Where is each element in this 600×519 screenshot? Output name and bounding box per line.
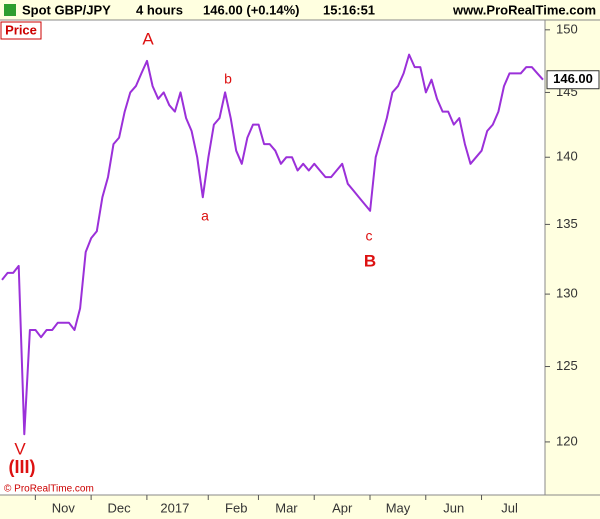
x-tick-label: Jun xyxy=(443,500,464,515)
copyright: © ProRealTime.com xyxy=(4,484,94,495)
quote: 146.00 (+0.14%) xyxy=(203,2,299,17)
price-line xyxy=(1,53,544,436)
x-tick-label: Nov xyxy=(52,500,76,515)
y-tick-label: 150 xyxy=(556,21,578,36)
x-tick-label: Dec xyxy=(108,500,132,515)
panel-label-box xyxy=(0,21,42,40)
x-tick-label: 2017 xyxy=(160,500,189,515)
x-tick-label: Jul xyxy=(501,500,518,515)
time: 15:16:51 xyxy=(323,2,375,17)
timeframe: 4 hours xyxy=(136,2,183,17)
panel-label: Price xyxy=(5,22,37,37)
wave-label: b xyxy=(224,71,232,87)
header-bar xyxy=(0,0,600,20)
wave-label: A xyxy=(142,29,154,48)
y-tick-label: 140 xyxy=(556,149,578,164)
icon xyxy=(4,4,16,16)
last-price-label: 146.00 xyxy=(553,71,593,86)
x-tick-label: Apr xyxy=(332,500,353,515)
y-tick-label: 125 xyxy=(556,358,578,373)
y-tick-label: 130 xyxy=(556,286,578,301)
x-tick-label: Mar xyxy=(275,500,298,515)
symbol: Spot GBP/JPY xyxy=(22,2,111,17)
x-tick-label: May xyxy=(386,500,411,515)
wave-label: a xyxy=(201,208,209,224)
wave-label: B xyxy=(364,251,376,270)
wave-label: c xyxy=(366,228,373,244)
y-axis-panel xyxy=(545,20,600,519)
last-price-box xyxy=(546,70,600,90)
x-tick-label: Feb xyxy=(225,500,247,515)
y-tick-label: 120 xyxy=(556,433,578,448)
y-tick-label: 135 xyxy=(556,216,578,231)
wave-label: (III) xyxy=(9,457,36,477)
x-axis-panel xyxy=(0,495,600,519)
wave-label: V xyxy=(14,439,26,458)
site: www.ProRealTime.com xyxy=(452,2,596,17)
